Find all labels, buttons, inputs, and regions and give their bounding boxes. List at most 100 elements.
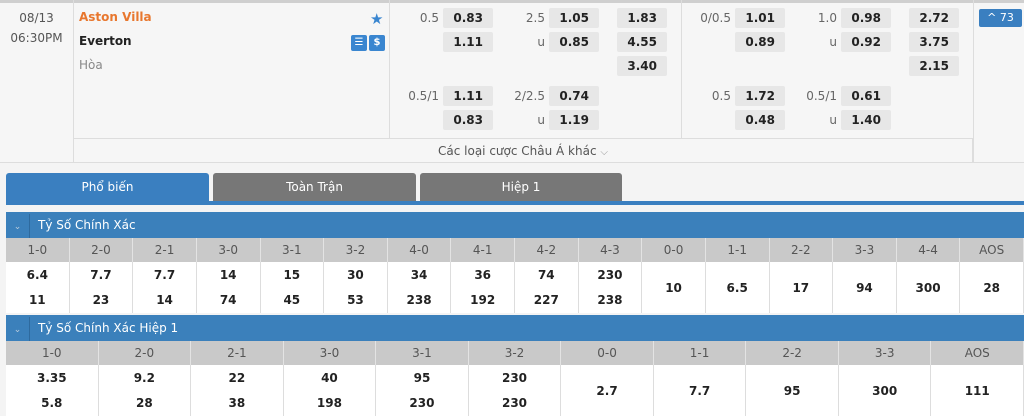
odds-value[interactable]: 3.35 [36,370,67,385]
odds-cell[interactable]: 3.40 [617,56,667,76]
away-team[interactable]: Everton [79,34,132,48]
odds-value[interactable]: 5.8 [41,396,63,411]
score-odds-cell[interactable]: 10 [642,262,706,313]
section-correct-score[interactable]: ⌄ Tỷ Số Chính Xác [6,212,1024,240]
odds-value[interactable]: 227 [533,293,559,308]
score-odds-cell[interactable]: 6.4 11 [6,262,70,313]
score-odds-cell[interactable]: 14 74 [196,262,261,313]
odds-value[interactable]: 7.7 [90,267,112,282]
score-odds-cell[interactable]: 7.7 14 [133,262,197,313]
tab-full-match[interactable]: Toàn Trận [213,173,416,201]
odds-cell[interactable]: 0.89 [735,32,785,52]
odds-value[interactable]: 28 [135,396,153,411]
odds-cell[interactable]: 1.83 [617,8,667,28]
odds-value[interactable]: 34 [410,267,428,282]
score-odds-cell[interactable]: 111 [931,365,1024,416]
odds-value[interactable]: 23 [92,293,110,308]
odds-value[interactable]: 36 [474,267,492,282]
score-odds-cell[interactable]: 230 238 [578,262,643,313]
odds-value[interactable]: 28 [983,280,1001,295]
odds-cell[interactable]: 0.83 [443,110,493,130]
score-odds-cell[interactable]: 7.7 [653,365,747,416]
odds-value[interactable]: 14 [219,267,237,282]
odds-value[interactable]: 230 [409,396,435,411]
more-bets-toggle[interactable]: Các loại cược Châu Á khác ⌵ [73,138,973,162]
odds-value[interactable]: 192 [470,293,496,308]
star-icon[interactable]: ★ [370,10,384,28]
score-odds-cell[interactable]: 30 53 [324,262,388,313]
odds-value[interactable]: 7.7 [153,267,176,282]
section-correct-score-h1[interactable]: ⌄ Tỷ Số Chính Xác Hiệp 1 [6,315,1024,343]
score-odds-cell[interactable]: 40 198 [283,365,377,416]
score-odds-cell[interactable]: 36 192 [451,262,515,313]
score-odds-cell[interactable]: 28 [960,262,1024,313]
expand-button[interactable]: ^ 73 [979,9,1022,27]
odds-cell[interactable]: 1.40 [841,110,891,130]
score-odds-cell[interactable]: 9.2 28 [98,365,192,416]
odds-value[interactable]: 230 [501,396,528,411]
odds-value[interactable]: 22 [228,370,246,385]
score-odds-cell[interactable]: 2.7 [561,365,654,416]
stats-icon[interactable]: ☰ [351,35,367,51]
dollar-icon[interactable]: $ [369,35,385,51]
odds-value[interactable]: 53 [347,293,364,308]
odds-value[interactable]: 238 [406,293,432,308]
home-team[interactable]: Aston Villa [79,10,152,24]
odds-value[interactable]: 10 [665,280,682,295]
odds-value[interactable]: 17 [792,280,810,295]
tab-first-half[interactable]: Hiệp 1 [420,173,622,201]
odds-value[interactable]: 238 [597,293,623,308]
score-odds-cell[interactable]: 34 238 [387,262,452,313]
odds-cell[interactable]: 0.74 [549,86,599,106]
odds-cell[interactable]: 3.75 [909,32,959,52]
score-odds-cell[interactable]: 94 [833,262,897,313]
odds-cell[interactable]: 0.61 [841,86,891,106]
odds-cell[interactable]: 0.83 [443,8,493,28]
score-odds-cell[interactable]: 300 [838,365,932,416]
odds-value[interactable]: 300 [872,383,898,398]
odds-value[interactable]: 198 [316,396,342,411]
tab-popular[interactable]: Phổ biến [6,173,209,205]
odds-cell[interactable]: 1.05 [549,8,599,28]
odds-value[interactable]: 6.5 [726,280,748,295]
odds-cell[interactable]: 2.15 [909,56,959,76]
odds-value[interactable]: 6.4 [26,267,48,282]
score-odds-cell[interactable]: 230 230 [468,365,562,416]
odds-value[interactable]: 95 [783,383,801,398]
odds-value[interactable]: 11 [28,293,46,308]
score-odds-cell[interactable]: 3.35 5.8 [6,365,99,416]
odds-value[interactable]: 30 [347,267,364,282]
odds-value[interactable]: 230 [597,267,623,282]
odds-cell[interactable]: 1.11 [443,86,493,106]
odds-cell[interactable]: 2.72 [909,8,959,28]
odds-value[interactable]: 14 [156,293,173,308]
odds-value[interactable]: 74 [537,267,555,282]
odds-value[interactable]: 2.7 [596,383,618,398]
odds-value[interactable]: 15 [283,267,301,282]
odds-value[interactable]: 74 [219,293,237,308]
score-odds-cell[interactable]: 22 38 [191,365,284,416]
odds-value[interactable]: 111 [964,383,990,398]
odds-value[interactable]: 38 [228,396,246,411]
odds-value[interactable]: 9.2 [133,370,155,385]
odds-cell[interactable]: 0.92 [841,32,891,52]
chevron-down-icon[interactable]: ⌄ [6,317,30,343]
odds-cell[interactable]: 1.72 [735,86,785,106]
odds-cell[interactable]: 0.85 [549,32,599,52]
odds-cell[interactable]: 1.11 [443,32,493,52]
score-odds-cell[interactable]: 6.5 [705,262,770,313]
chevron-down-icon[interactable]: ⌄ [6,214,30,240]
odds-value[interactable]: 7.7 [688,383,711,398]
score-odds-cell[interactable]: 7.7 23 [69,262,134,313]
score-odds-cell[interactable]: 74 227 [515,262,579,313]
odds-value[interactable]: 45 [283,293,301,308]
odds-value[interactable]: 300 [915,280,941,295]
odds-value[interactable]: 230 [501,370,528,385]
odds-cell[interactable]: 1.19 [549,110,599,130]
score-odds-cell[interactable]: 15 45 [260,262,325,313]
score-odds-cell[interactable]: 95 230 [376,365,469,416]
odds-cell[interactable]: 4.55 [617,32,667,52]
odds-cell[interactable]: 0.48 [735,110,785,130]
score-odds-cell[interactable]: 95 [746,365,839,416]
odds-cell[interactable]: 0.98 [841,8,891,28]
